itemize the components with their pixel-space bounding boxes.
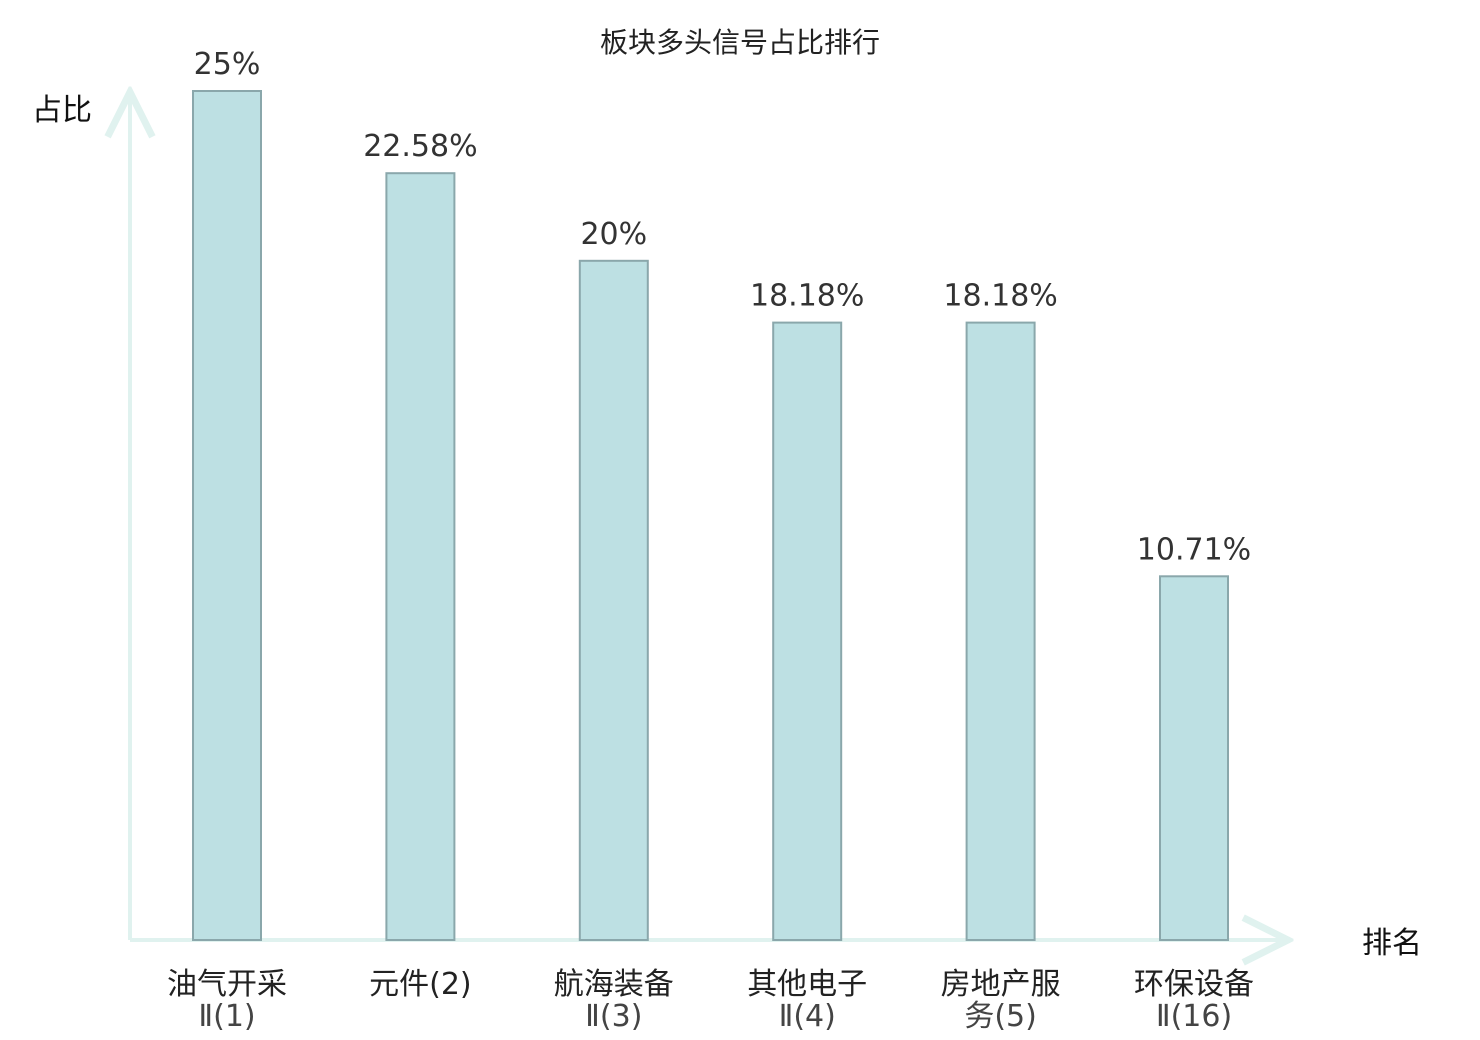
category-label-3-line-1: 航海装备 [554,967,674,1002]
value-label-4: 18.18% [750,279,864,314]
category-label-5-line-1: 房地产服 [941,967,1061,1002]
bar-5 [965,321,1036,942]
category-label-1-line-2: Ⅱ(1) [198,999,255,1034]
category-label-4-line-2: Ⅱ(4) [779,999,836,1034]
category-label-5-line-2: 务(5) [964,999,1037,1034]
category-label-2-line-1: 元件(2) [369,967,472,1002]
value-label-3: 20% [580,217,647,252]
value-label-6: 10.71% [1137,532,1251,567]
chart-title: 板块多头信号占比排行 [600,26,880,59]
value-label-1: 25% [194,47,261,82]
bar-4 [772,321,843,942]
y-axis-label: 占比 [32,93,92,128]
value-label-2: 22.58% [363,129,477,164]
category-label-6-line-2: Ⅱ(16) [1156,999,1232,1034]
category-label-4-line-1: 其他电子 [747,967,867,1002]
bar-3 [578,259,649,941]
category-label-6-line-1: 环保设备 [1134,967,1254,1002]
value-labels-group: 25% 22.58% 20% 18.18% 18.18% 10.71% [194,47,1252,567]
x-axis-label: 排名 [1362,926,1422,961]
category-label-1-line-1: 油气开采 [167,967,287,1002]
bars-group [192,90,1229,942]
category-label-3-line-2: Ⅱ(3) [585,999,642,1034]
bar-2 [385,172,456,941]
bar-1 [192,90,262,941]
bar-6 [1159,575,1229,941]
value-label-5: 18.18% [943,279,1057,314]
